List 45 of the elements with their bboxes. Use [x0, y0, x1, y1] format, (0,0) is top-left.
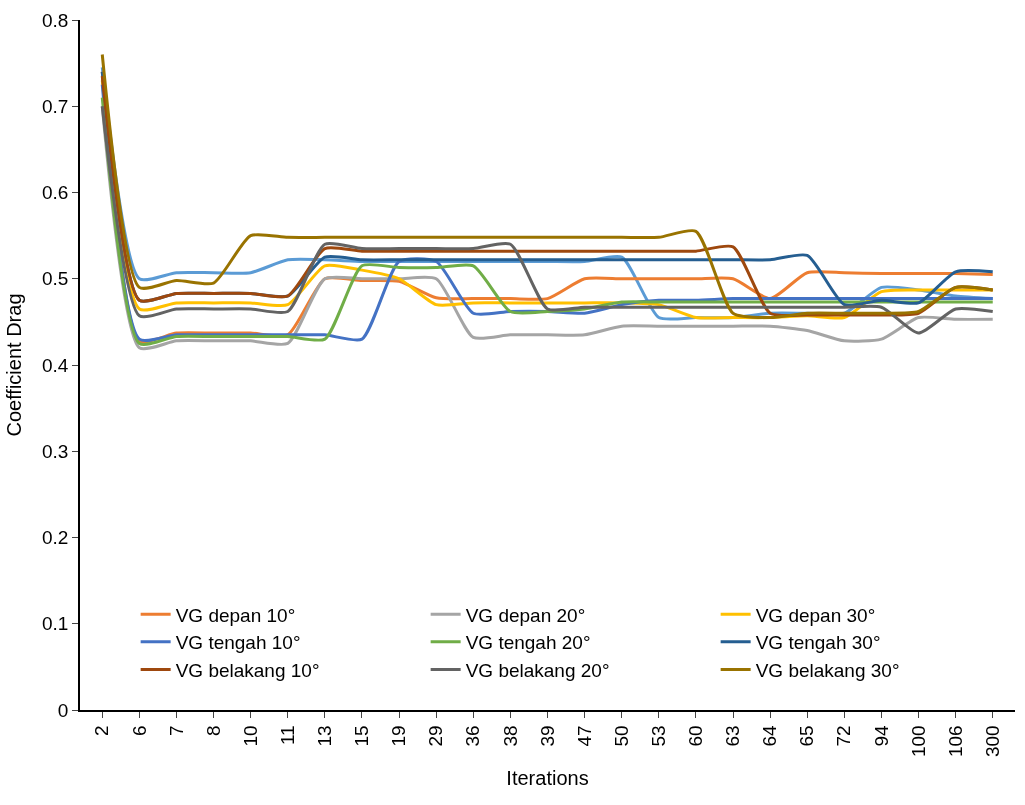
- x-tick-label: 39: [536, 725, 558, 747]
- x-tick-label: 11: [276, 725, 298, 746]
- x-tick-label: 100: [907, 725, 929, 758]
- legend-label: VG belakang 10°: [175, 659, 320, 681]
- x-tick-label: 10: [239, 725, 261, 747]
- x-tick-label: 19: [388, 725, 410, 747]
- x-tick-label: 38: [499, 725, 521, 747]
- y-axis-title: Coefficient Drag: [3, 293, 26, 437]
- y-tick-label: 0: [57, 699, 69, 721]
- legend-label: VG depan 20°: [465, 604, 586, 626]
- x-tick-label: 50: [610, 725, 632, 747]
- x-tick-label: 8: [202, 725, 224, 736]
- y-tick-label: 0.5: [42, 268, 69, 290]
- x-tick-label: 13: [314, 725, 336, 747]
- x-tick-label: 300: [981, 725, 1003, 758]
- y-tick-label: 0.7: [42, 95, 69, 117]
- y-tick-label: 0.8: [42, 9, 69, 31]
- x-tick-label: 53: [647, 725, 669, 747]
- legend-label: VG tengah 30°: [755, 632, 881, 654]
- legend-label: VG tengah 10°: [175, 632, 301, 654]
- legend-label: VG belakang 20°: [465, 659, 610, 681]
- x-tick-label: 47: [573, 725, 595, 747]
- y-tick-label: 0.2: [42, 527, 69, 549]
- x-tick-label: 36: [462, 725, 484, 747]
- legend-label: VG belakang 30°: [755, 659, 900, 681]
- x-axis-title: Iterations: [506, 767, 589, 790]
- y-tick-label: 0.6: [42, 182, 69, 204]
- x-tick-label: 65: [796, 725, 818, 747]
- x-tick-label: 60: [685, 725, 707, 747]
- legend-label: VG depan 30°: [755, 604, 876, 626]
- y-tick-label: 0.1: [42, 613, 69, 635]
- x-tick-label: 64: [759, 724, 781, 747]
- legend-label: VG depan 10°: [175, 604, 296, 626]
- x-tick-label: 106: [944, 725, 966, 758]
- x-tick-label: 15: [351, 725, 373, 747]
- x-tick-label: 72: [833, 725, 855, 747]
- x-tick-label: 63: [722, 725, 744, 747]
- x-tick-label: 7: [165, 725, 187, 736]
- y-tick-label: 0.3: [42, 440, 69, 462]
- y-tick-label: 0.4: [42, 354, 69, 376]
- legend-label: VG tengah 20°: [465, 632, 591, 654]
- x-tick-label: 29: [425, 725, 447, 747]
- x-tick-label: 6: [128, 725, 150, 736]
- x-tick-label: 94: [870, 724, 892, 747]
- x-tick-label: 2: [91, 725, 113, 736]
